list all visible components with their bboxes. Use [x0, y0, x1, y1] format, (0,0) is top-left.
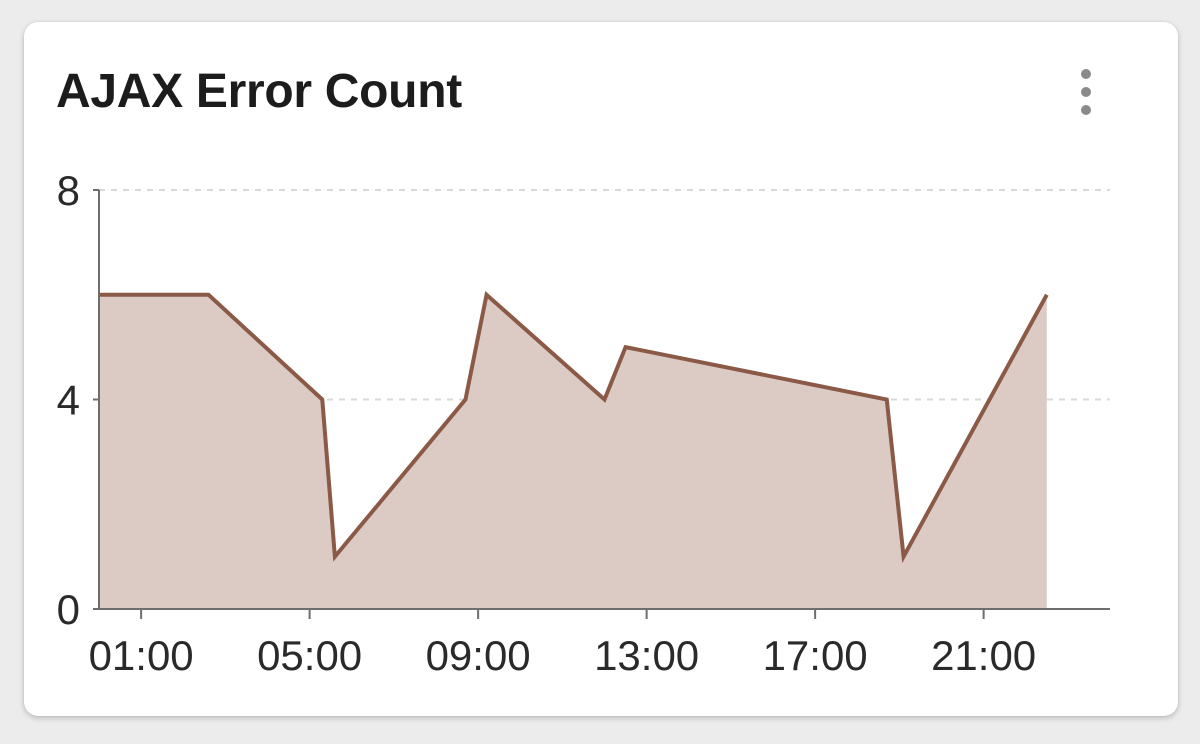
series-area	[99, 294, 1047, 609]
data-point	[1044, 292, 1050, 298]
y-tick-label: 4	[57, 377, 80, 424]
data-point	[901, 554, 907, 560]
x-tick-label: 05:00	[257, 632, 362, 679]
menu-dot	[1081, 69, 1091, 79]
data-point	[319, 397, 325, 403]
data-point	[602, 397, 608, 403]
x-tick-label: 17:00	[763, 632, 868, 679]
data-point	[206, 292, 212, 298]
data-point	[623, 344, 629, 350]
series-line	[99, 290, 1049, 564]
x-tick-label: 21:00	[931, 632, 1036, 679]
x-tick-label: 13:00	[594, 632, 699, 679]
data-point	[484, 292, 490, 298]
data-point	[462, 397, 468, 403]
menu-dot	[1081, 87, 1091, 97]
more-vert-icon[interactable]	[1064, 62, 1108, 122]
card-title: AJAX Error Count	[56, 65, 462, 118]
data-point	[884, 397, 890, 403]
y-tick-label: 8	[57, 167, 80, 214]
x-tick-label: 09:00	[426, 632, 531, 679]
x-tick-label: 01:00	[89, 632, 194, 679]
y-tick-label: 0	[57, 586, 80, 633]
data-point	[332, 554, 338, 560]
menu-dot	[1081, 105, 1091, 115]
